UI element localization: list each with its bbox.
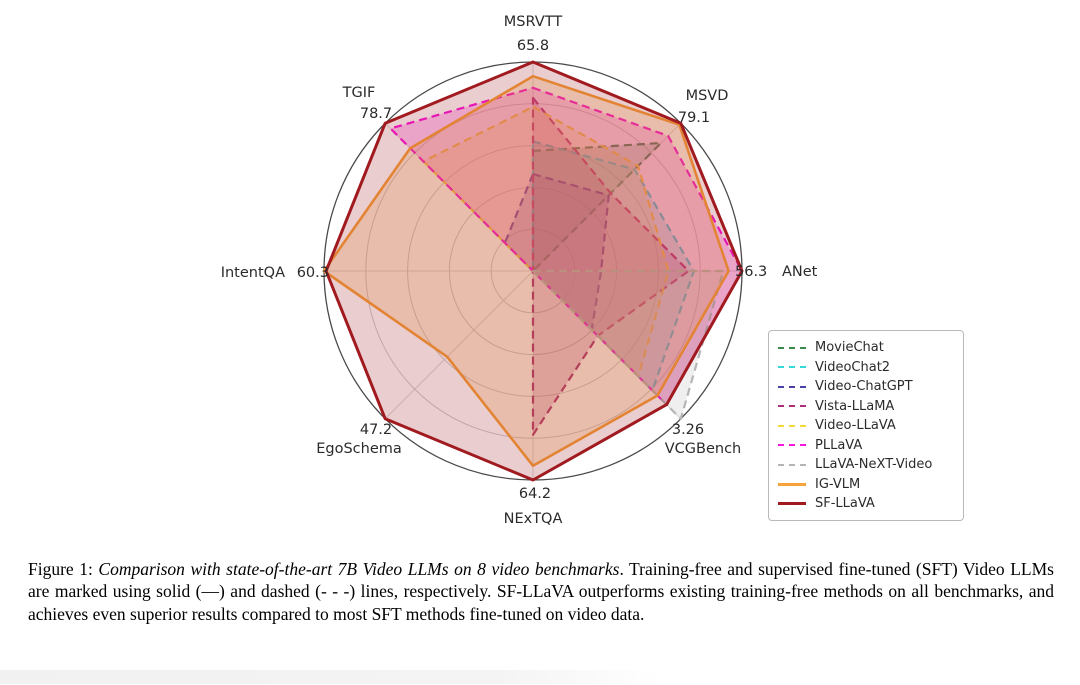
radar-series-polygons bbox=[322, 60, 744, 482]
caption-italic-title: Comparison with state-of-the-art 7B Vide… bbox=[98, 558, 620, 579]
series-polygon-pllava bbox=[389, 86, 744, 406]
legend-label: Video-LLaVA bbox=[815, 418, 896, 434]
radar-chart: MSRVTT 65.8 MSVD 79.1 56.3 ANet 3.26 VCG… bbox=[221, 14, 818, 527]
series-polygon-llava-next-video bbox=[531, 269, 725, 420]
legend-item-llava-next-video: LLaVA-NeXT-Video bbox=[778, 455, 954, 475]
series-polygon-videochat2 bbox=[531, 140, 696, 392]
legend-line-swatch bbox=[778, 502, 806, 506]
legend-line-swatch bbox=[778, 405, 806, 408]
legend-item-videochat2: VideoChat2 bbox=[778, 358, 954, 378]
legend-line-swatch bbox=[778, 482, 806, 486]
axis-label-nextqa: NExTQA bbox=[504, 511, 563, 527]
legend-label: PLLaVA bbox=[815, 437, 863, 453]
legend-item-video-chatgpt: Video-ChatGPT bbox=[778, 377, 954, 397]
legend-label: SF-LLaVA bbox=[815, 496, 875, 512]
axis-value-msrvtt: 65.8 bbox=[517, 38, 549, 54]
axis-label-vcgbench: VCGBench bbox=[665, 441, 742, 457]
legend-line-swatch bbox=[778, 346, 806, 349]
axis-label-intentqa: IntentQA bbox=[221, 265, 285, 281]
radar-axis-labels: MSRVTT 65.8 MSVD 79.1 56.3 ANet 3.26 VCG… bbox=[221, 14, 818, 527]
series-polygon-ig-vlm bbox=[322, 74, 730, 468]
legend-line-swatch bbox=[778, 385, 806, 388]
axis-label-tgif: TGIF bbox=[342, 85, 376, 101]
axis-value-anet: 56.3 bbox=[735, 264, 767, 280]
legend-label: LLaVA-NeXT-Video bbox=[815, 457, 933, 473]
legend-item-video-llava: Video-LLaVA bbox=[778, 416, 954, 436]
axis-label-anet: ANet bbox=[782, 264, 818, 280]
legend-label: VideoChat2 bbox=[815, 359, 891, 375]
axis-value-tgif: 78.7 bbox=[360, 106, 392, 122]
legend-label: Vista-LLaMA bbox=[815, 398, 895, 414]
legend-item-moviechat: MovieChat bbox=[778, 338, 954, 358]
caption-body: . Training-free and supervised fine-tune… bbox=[28, 558, 1054, 625]
radar-spoke bbox=[384, 270, 534, 420]
axis-value-intentqa: 60.3 bbox=[297, 265, 329, 281]
axis-value-msvd: 79.1 bbox=[678, 110, 710, 126]
legend-label: IG-VLM bbox=[815, 476, 861, 492]
axis-label-msrvtt: MSRVTT bbox=[504, 14, 563, 30]
axis-value-vcgbench: 3.26 bbox=[672, 422, 704, 438]
legend-label: MovieChat bbox=[815, 340, 884, 356]
legend-label: Video-ChatGPT bbox=[815, 379, 913, 395]
series-polygon-sf-llava bbox=[324, 60, 744, 482]
caption-prefix: Figure 1: bbox=[28, 558, 99, 579]
legend-line-swatch bbox=[778, 444, 806, 447]
legend-item-sf-llava: SF-LLaVA bbox=[778, 494, 954, 514]
legend-line-swatch bbox=[778, 424, 806, 427]
axis-label-msvd: MSVD bbox=[686, 88, 729, 104]
legend-line-swatch bbox=[778, 463, 806, 466]
axis-value-egoschema: 47.2 bbox=[360, 422, 392, 438]
cropped-content-bar bbox=[0, 670, 662, 684]
axis-value-nextqa: 64.2 bbox=[519, 486, 551, 502]
figure-caption: Figure 1: Comparison with state-of-the-a… bbox=[28, 558, 1054, 626]
legend-item-ig-vlm: IG-VLM bbox=[778, 475, 954, 495]
legend-line-swatch bbox=[778, 366, 806, 369]
axis-label-egoschema: EgoSchema bbox=[316, 441, 402, 457]
chart-legend: MovieChat VideoChat2 Video-ChatGPT Vista-LL… bbox=[768, 330, 964, 521]
legend-item-vista-llama: Vista-LLaMA bbox=[778, 397, 954, 417]
legend-item-pllava: PLLaVA bbox=[778, 436, 954, 456]
